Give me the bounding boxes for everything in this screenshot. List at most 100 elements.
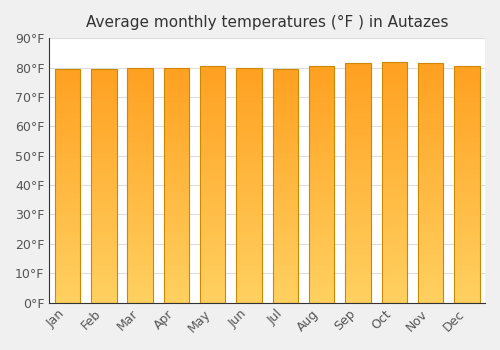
- Bar: [309, 78, 334, 80]
- Bar: [272, 193, 298, 195]
- Bar: [309, 203, 334, 206]
- Bar: [454, 116, 479, 118]
- Bar: [454, 168, 479, 170]
- Bar: [91, 282, 116, 284]
- Bar: [382, 279, 407, 281]
- Bar: [236, 100, 262, 103]
- Bar: [200, 142, 226, 144]
- Bar: [55, 209, 80, 211]
- Bar: [55, 90, 80, 92]
- Bar: [418, 137, 444, 140]
- Bar: [55, 300, 80, 303]
- Bar: [345, 202, 370, 204]
- Bar: [309, 73, 334, 76]
- Bar: [272, 284, 298, 286]
- Bar: [55, 223, 80, 225]
- Bar: [382, 151, 407, 153]
- Bar: [382, 293, 407, 295]
- Bar: [272, 71, 298, 74]
- Bar: [382, 107, 407, 110]
- Bar: [164, 129, 189, 131]
- Bar: [164, 173, 189, 176]
- Bar: [345, 87, 370, 90]
- Bar: [55, 80, 80, 83]
- Bar: [55, 258, 80, 261]
- Bar: [55, 195, 80, 197]
- Bar: [164, 176, 189, 178]
- Bar: [236, 145, 262, 147]
- Bar: [128, 133, 153, 136]
- Bar: [272, 162, 298, 165]
- Bar: [272, 92, 298, 95]
- Bar: [454, 234, 479, 236]
- Bar: [55, 186, 80, 188]
- Bar: [454, 68, 479, 71]
- Bar: [200, 71, 226, 73]
- Bar: [382, 209, 407, 211]
- Bar: [454, 175, 479, 177]
- Bar: [345, 90, 370, 92]
- Bar: [272, 251, 298, 254]
- Bar: [236, 98, 262, 100]
- Bar: [454, 180, 479, 182]
- Bar: [164, 93, 189, 96]
- Bar: [309, 270, 334, 272]
- Bar: [236, 152, 262, 154]
- Bar: [200, 68, 226, 71]
- Bar: [309, 191, 334, 194]
- Bar: [55, 69, 80, 303]
- Bar: [418, 262, 444, 264]
- Bar: [418, 92, 444, 94]
- Bar: [164, 124, 189, 126]
- Bar: [345, 279, 370, 281]
- Bar: [55, 169, 80, 172]
- Bar: [128, 114, 153, 117]
- Bar: [200, 187, 226, 189]
- Bar: [345, 221, 370, 224]
- Bar: [272, 127, 298, 130]
- Bar: [55, 69, 80, 71]
- Bar: [236, 291, 262, 293]
- Bar: [418, 87, 444, 90]
- Bar: [418, 284, 444, 286]
- Bar: [309, 241, 334, 244]
- Bar: [236, 279, 262, 281]
- Bar: [91, 298, 116, 300]
- Bar: [382, 74, 407, 76]
- Bar: [418, 118, 444, 121]
- Bar: [382, 103, 407, 105]
- Bar: [345, 145, 370, 147]
- Bar: [382, 235, 407, 238]
- Bar: [91, 209, 116, 211]
- Bar: [55, 167, 80, 169]
- Bar: [200, 168, 226, 170]
- Bar: [454, 206, 479, 208]
- Bar: [200, 203, 226, 206]
- Bar: [55, 109, 80, 111]
- Bar: [128, 188, 153, 190]
- Bar: [382, 204, 407, 206]
- Bar: [164, 241, 189, 244]
- Bar: [309, 154, 334, 156]
- Bar: [200, 111, 226, 113]
- Bar: [164, 138, 189, 140]
- Bar: [272, 225, 298, 228]
- Bar: [454, 108, 479, 111]
- Bar: [382, 202, 407, 204]
- Bar: [128, 190, 153, 192]
- Bar: [272, 261, 298, 263]
- Bar: [309, 180, 334, 182]
- Bar: [91, 125, 116, 127]
- Bar: [382, 266, 407, 269]
- Bar: [309, 113, 334, 116]
- Bar: [272, 272, 298, 275]
- Bar: [454, 196, 479, 198]
- Bar: [236, 220, 262, 223]
- Bar: [309, 300, 334, 303]
- Bar: [236, 107, 262, 110]
- Bar: [236, 251, 262, 253]
- Bar: [91, 102, 116, 104]
- Bar: [55, 85, 80, 88]
- Bar: [345, 63, 370, 303]
- Bar: [164, 107, 189, 110]
